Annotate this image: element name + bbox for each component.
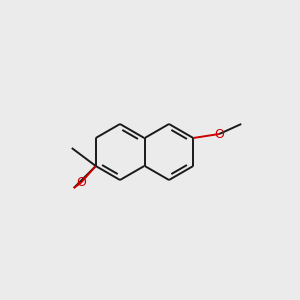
Text: O: O (76, 176, 86, 190)
Text: O: O (214, 128, 224, 140)
